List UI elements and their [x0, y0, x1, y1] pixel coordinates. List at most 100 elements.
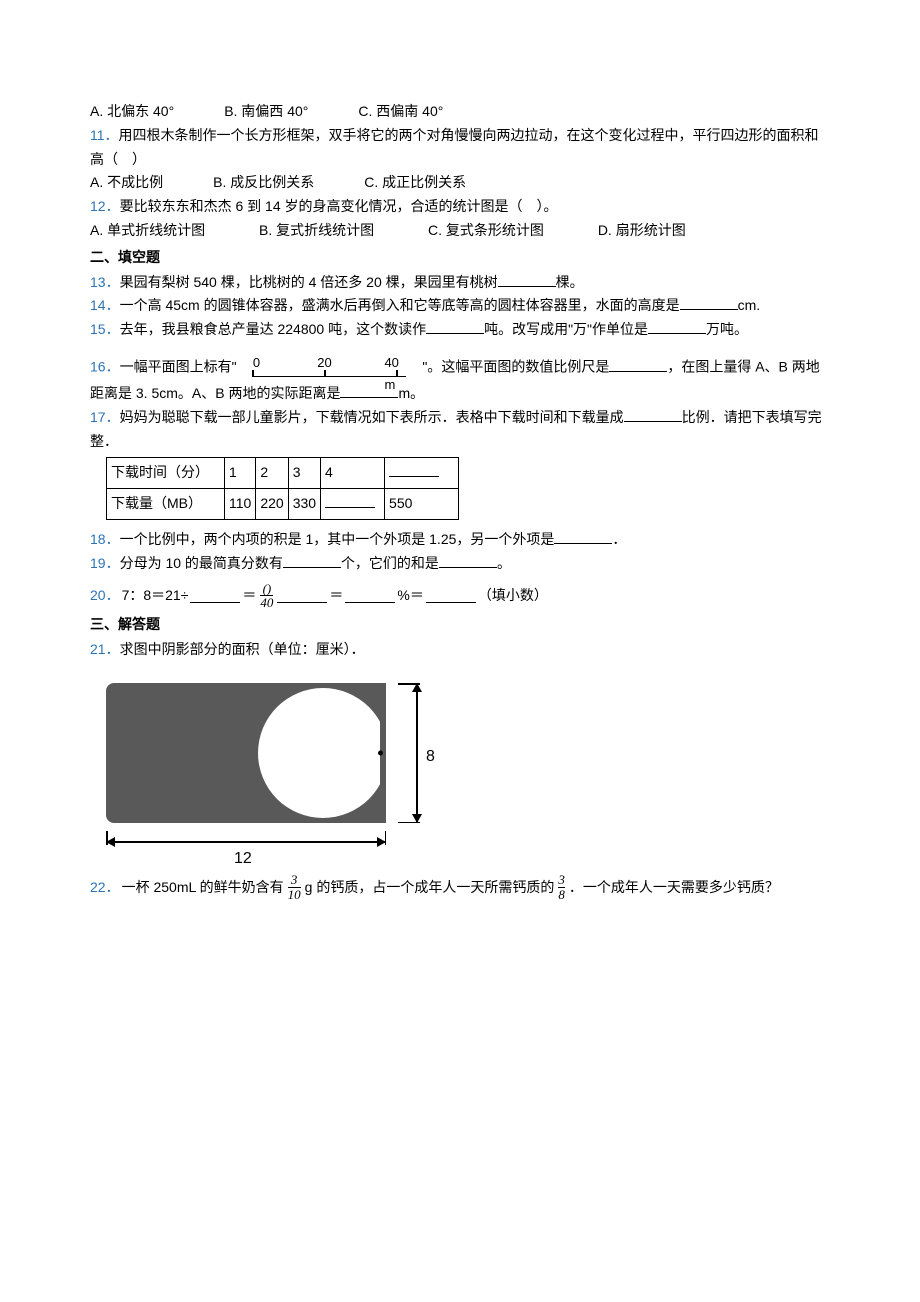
q19-t2: 个，它们的和是	[341, 555, 439, 571]
q16-blank-1	[609, 358, 667, 372]
q20-eq2: ＝	[329, 584, 343, 608]
q19: 19．分母为 10 的最简真分数有个，它们的和是。	[90, 552, 830, 576]
height-label: 8	[426, 743, 435, 770]
q22-num: 22．	[90, 876, 120, 900]
q17: 17．妈妈为聪聪下载一部儿童影片，下载情况如下表所示．表格中下载时间和下载量成比…	[90, 406, 830, 454]
scale-tick-1	[324, 370, 326, 377]
q15-t3: 万吨。	[706, 321, 748, 337]
cell-m4	[321, 489, 385, 520]
q12-num: 12．	[90, 198, 120, 214]
q16-num: 16．	[90, 359, 120, 375]
cell-t3: 3	[288, 458, 320, 489]
cell-t5	[385, 458, 459, 489]
q18-t1: 一个比例中，两个内项的积是 1，其中一个外项是 1.25，另一个外项是	[120, 531, 555, 547]
q12-options: A. 单式折线统计图 B. 复式折线统计图 C. 复式条形统计图 D. 扇形统计…	[90, 219, 830, 243]
q22-frac2-d: 8	[558, 887, 565, 902]
q15-t2: 吨。改写成用"万"作单位是	[484, 321, 648, 337]
cell-t4: 4	[321, 458, 385, 489]
q11-num: 11．	[90, 127, 119, 143]
width-label: 12	[234, 845, 252, 872]
q12-opt-a: A. 单式折线统计图	[90, 222, 205, 238]
table-row: 下载量（MB） 110 220 330 550	[107, 489, 459, 520]
scale-line	[252, 376, 406, 377]
q16-t2: "。这幅平面图的数值比例尺是	[422, 359, 609, 375]
q20-eq1: ＝	[242, 584, 256, 608]
q12: 12．要比较东东和杰杰 6 到 14 岁的身高变化情况，合适的统计图是（ ）。	[90, 195, 830, 219]
q20-num: 20．	[90, 584, 120, 608]
q11-text: 用四根木条制作一个长方形框架，双手将它的两个对角慢慢向两边拉动，在这个变化过程中…	[90, 127, 819, 167]
shaded-area-figure: 8 12	[106, 665, 446, 865]
q10-opt-a: A. 北偏东 40°	[90, 100, 174, 124]
cell-m1: 110	[225, 489, 256, 520]
q18-num: 18．	[90, 531, 120, 547]
q21: 21．求图中阴影部分的面积（单位：厘米）．	[90, 638, 830, 662]
scale-ruler-diagram: 0 20 40 m	[244, 354, 414, 382]
q19-t3: 。	[497, 555, 511, 571]
q14-blank	[680, 296, 738, 310]
cell-m2: 220	[256, 489, 288, 520]
q12-text: 要比较东东和杰杰 6 到 14 岁的身高变化情况，合适的统计图是（ ）。	[120, 198, 558, 214]
q22-frac1-n: 3	[288, 873, 301, 887]
cell-m3: 330	[288, 489, 320, 520]
q12-opt-b: B. 复式折线统计图	[259, 222, 374, 238]
q11-options: A. 不成比例 B. 成反比例关系 C. 成正比例关系	[90, 171, 830, 195]
q16: 16．一幅平面图上标有" 0 20 40 m "。这幅平面图的数值比例尺是，在图…	[90, 354, 830, 406]
q14: 14．一个高 45cm 的圆锥体容器，盛满水后再倒入和它等底等高的圆柱体容器里，…	[90, 294, 830, 318]
q20-blank-1	[190, 589, 240, 603]
q22-frac1: 3 10	[286, 873, 303, 901]
q22-frac2: 3 8	[556, 873, 567, 901]
cell-t1: 1	[225, 458, 256, 489]
q13-num: 13．	[90, 274, 120, 290]
q15-blank-2	[648, 320, 706, 334]
q22-t3: ．一个成年人一天需要多少钙质？	[569, 876, 779, 900]
q10-opt-b: B. 南偏西 40°	[224, 100, 308, 124]
q13-blank	[498, 273, 556, 287]
q20-t4: （填小数）	[478, 584, 548, 608]
q14-t1: 一个高 45cm 的圆锥体容器，盛满水后再倒入和它等底等高的圆柱体容器里，水面的…	[120, 297, 680, 313]
shaded-rectangle	[106, 683, 386, 823]
q20-t1: 7：8＝21÷	[122, 584, 189, 608]
q20-blank-3	[345, 589, 395, 603]
q20-frac-n: ()	[260, 582, 273, 596]
q14-num: 14．	[90, 297, 120, 313]
dimension-width: 12	[106, 831, 386, 861]
right-edge	[380, 701, 386, 823]
download-table: 下载时间（分） 1 2 3 4 下载量（MB） 110 220 330 550	[106, 457, 459, 520]
q22: 22． 一杯 250mL 的鲜牛奶含有 3 10 g 的钙质，占一个成年人一天所…	[90, 873, 830, 901]
table-row: 下载时间（分） 1 2 3 4	[107, 458, 459, 489]
q22-t1: 一杯 250mL 的鲜牛奶含有	[122, 876, 284, 900]
q18-t2: ．	[612, 531, 626, 547]
q17-num: 17．	[90, 409, 120, 425]
q11-opt-a: A. 不成比例	[90, 171, 163, 195]
q15: 15．去年，我县粮食总产量达 224800 吨，这个数读作吨。改写成用"万"作单…	[90, 318, 830, 342]
th-time: 下载时间（分）	[107, 458, 225, 489]
q12-opt-d: D. 扇形统计图	[598, 222, 686, 238]
th-mb: 下载量（MB）	[107, 489, 225, 520]
q11-opt-b: B. 成反比例关系	[213, 171, 314, 195]
q15-num: 15．	[90, 321, 120, 337]
q20-blank-4	[426, 589, 476, 603]
q13-t1: 果园有梨树 540 棵，比桃树的 4 倍还多 20 棵，果园里有桃树	[120, 274, 498, 290]
q14-t2: cm.	[738, 297, 761, 313]
q11-opt-c: C. 成正比例关系	[364, 171, 466, 195]
t5-blank	[389, 463, 439, 477]
scale-label-2: 40 m	[384, 352, 404, 396]
q20: 20． 7：8＝21÷ ＝ () 40 ＝ %＝ （填小数）	[90, 582, 830, 610]
q10-options: A. 北偏东 40° B. 南偏西 40° C. 西偏南 40°	[90, 100, 830, 124]
q19-t1: 分母为 10 的最简真分数有	[120, 555, 283, 571]
q19-blank-1	[283, 554, 341, 568]
q13: 13．果园有梨树 540 棵，比桃树的 4 倍还多 20 棵，果园里有桃树 棵。	[90, 271, 830, 295]
q11: 11．用四根木条制作一个长方形框架，双手将它的两个对角慢慢向两边拉动，在这个变化…	[90, 124, 830, 172]
center-dot	[378, 751, 383, 756]
q13-t2: 棵。	[556, 274, 584, 290]
q12-opt-c: C. 复式条形统计图	[428, 222, 544, 238]
q22-t2: g 的钙质，占一个成年人一天所需钙质的	[305, 876, 555, 900]
scale-tick-2	[396, 370, 398, 377]
q17-blank	[624, 408, 682, 422]
m4-blank	[325, 494, 375, 508]
q19-blank-2	[439, 554, 497, 568]
section-2-title: 二、填空题	[90, 247, 830, 271]
cell-m5: 550	[385, 489, 459, 520]
section-3-title: 三、解答题	[90, 614, 830, 638]
q21-num: 21．	[90, 641, 120, 657]
